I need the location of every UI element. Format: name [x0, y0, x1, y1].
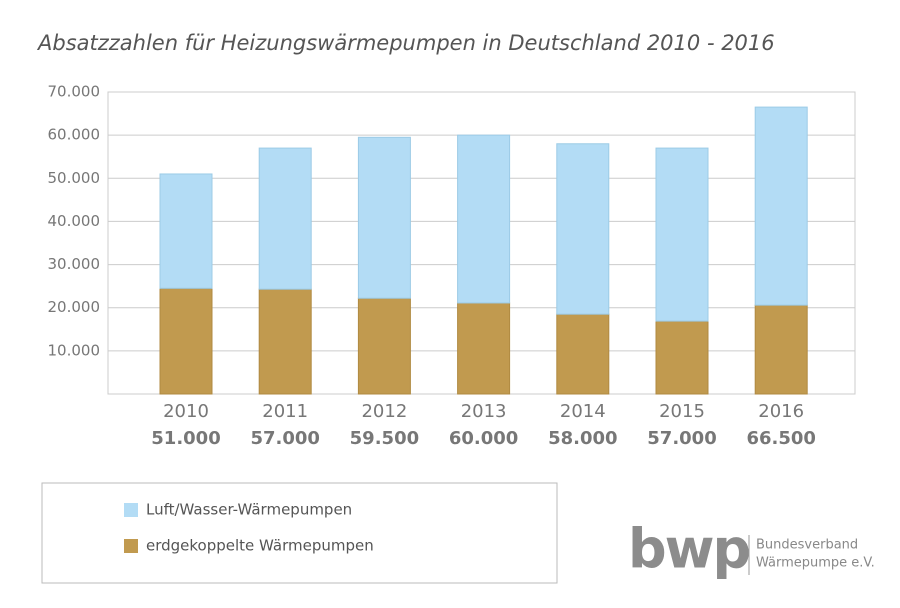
- total-label: 51.000: [151, 428, 220, 449]
- y-tick-label: 50.000: [48, 169, 101, 187]
- x-tick-label: 2015: [659, 401, 705, 422]
- total-label: 57.000: [647, 428, 716, 449]
- bar-segment: [556, 143, 610, 315]
- bar-segment: [655, 147, 709, 322]
- legend-label: Luft/Wasser-Wärmepumpen: [146, 501, 352, 519]
- x-tick-label: 2016: [758, 401, 804, 422]
- bar-segment: [754, 304, 808, 395]
- total-label: 57.000: [250, 428, 319, 449]
- chart-title: Absatzzahlen für Heizungswärmepumpen in …: [36, 31, 775, 55]
- bar-segment: [258, 147, 312, 290]
- y-tick-label: 20.000: [48, 298, 101, 316]
- bar-segment: [357, 297, 411, 395]
- y-tick-label: 60.000: [48, 126, 101, 144]
- total-label: 60.000: [449, 428, 518, 449]
- logo: bwp Bundesverband Wärmepumpe e.V.: [628, 518, 875, 581]
- x-tick-label: 2013: [461, 401, 507, 422]
- y-tick-label: 30.000: [48, 255, 101, 273]
- bar-segment: [159, 173, 213, 289]
- x-tick-label: 2014: [560, 401, 606, 422]
- total-label: 59.500: [350, 428, 419, 449]
- x-tick-label: 2012: [361, 401, 407, 422]
- legend-label: erdgekoppelte Wärmepumpen: [146, 537, 374, 555]
- y-tick-label: 70.000: [48, 83, 101, 101]
- total-label: 58.000: [548, 428, 617, 449]
- logo-line: Wärmepumpe e.V.: [756, 556, 875, 571]
- x-tick-label: 2010: [163, 401, 209, 422]
- bar-segment: [754, 106, 808, 306]
- bar-segment: [258, 288, 312, 395]
- legend-swatch: [124, 539, 138, 553]
- y-tick-label: 40.000: [48, 212, 101, 230]
- y-tick-label: 10.000: [48, 341, 101, 359]
- bar-segment: [457, 302, 511, 395]
- logo-mark: bwp: [628, 518, 750, 581]
- bar-segment: [556, 313, 610, 395]
- bar-segment: [357, 136, 411, 299]
- logo-line: Bundesverband: [756, 538, 858, 553]
- bar-segment: [457, 134, 511, 304]
- total-label: 66.500: [746, 428, 815, 449]
- bar-segment: [159, 287, 213, 395]
- x-tick-label: 2011: [262, 401, 308, 422]
- legend: [41, 482, 558, 584]
- legend-swatch: [124, 503, 138, 517]
- bar-segment: [655, 320, 709, 395]
